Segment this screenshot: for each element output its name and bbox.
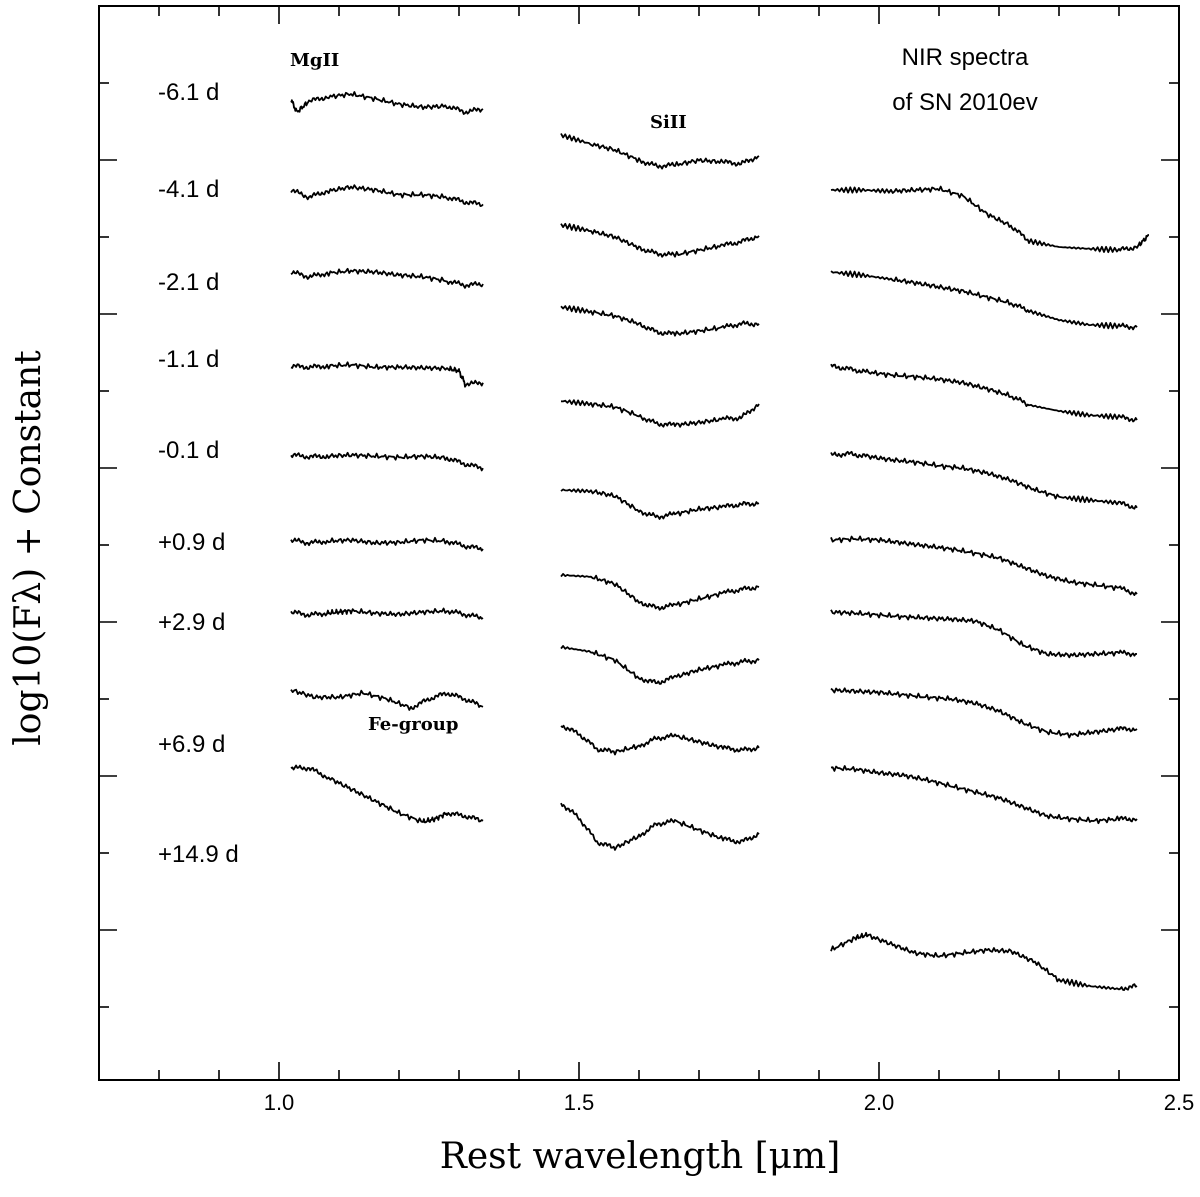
spectrum-segment	[560, 222, 760, 258]
y-axis-title: log10(Fλ) + Constant	[8, 350, 49, 746]
spectrum-segment	[560, 573, 760, 611]
spectrum-+6.9 d	[290, 687, 1138, 756]
spectrum-segment	[560, 305, 760, 337]
spectrum-+14.9 d	[290, 764, 1138, 851]
phase-label: +14.9 d	[158, 841, 239, 868]
spectrum--1.1 d	[290, 361, 1138, 428]
spectrum--0.1 d	[290, 450, 1138, 520]
axis-ticks	[99, 6, 1180, 1080]
phase-label: -6.1 d	[158, 79, 219, 106]
x-tick-labels: 1.0 1.5 2.0 2.5	[264, 1090, 1195, 1115]
spectrum-segment	[290, 688, 484, 711]
spectrum-segment	[830, 687, 1138, 739]
phase-label: -2.1 d	[158, 269, 219, 296]
phase-label: +0.9 d	[158, 529, 225, 556]
x-tick-label: 1.0	[264, 1090, 295, 1115]
spectrum-segment	[290, 764, 484, 824]
spectrum-segment	[560, 724, 760, 756]
spectrum-segment	[830, 765, 1138, 825]
spectrum-segment	[290, 361, 484, 388]
phase-label: +6.9 d	[158, 731, 225, 758]
phase-labels: -6.1 d -4.1 d -2.1 d -1.1 d -0.1 d +0.9 d +2.9…	[158, 79, 239, 868]
x-tick-label: 2.5	[1164, 1090, 1195, 1115]
ion-labels: MgII SiII Fe-group	[290, 50, 687, 735]
spectrum-segment	[290, 184, 484, 207]
spectra-series	[290, 91, 1149, 991]
spectrum-segment	[290, 451, 484, 472]
spectrum-segment	[560, 133, 760, 170]
x-axis-title: Rest wavelength [μm]	[440, 1136, 840, 1177]
spectrum-segment	[830, 931, 1138, 991]
spectrum-segment	[830, 270, 1138, 331]
phase-label: -0.1 d	[158, 437, 219, 464]
phase-label: -4.1 d	[158, 176, 219, 203]
x-tick-label: 2.0	[864, 1090, 895, 1115]
spectrum--6.1 d	[290, 91, 760, 170]
annotation-line-1: NIR spectra	[902, 44, 1029, 71]
spectrum--4.1 d	[290, 184, 1149, 258]
x-tick-label: 1.5	[564, 1090, 595, 1115]
spectrum-+0.9 d	[290, 535, 1138, 611]
spectrum-segment	[560, 645, 760, 685]
spectrum-segment	[290, 607, 484, 620]
annotation-line-2: of SN 2010ev	[892, 89, 1037, 116]
spectrum-segment	[830, 450, 1138, 510]
ion-label: MgII	[290, 50, 339, 71]
spectrum-segment	[830, 185, 1149, 254]
spectrum-segment	[830, 609, 1138, 659]
spectrum-segment	[290, 91, 484, 115]
spectrum-segment	[560, 399, 760, 428]
spectrum-segment	[560, 488, 760, 520]
ion-label: SiII	[650, 112, 687, 133]
phase-label: +2.9 d	[158, 609, 225, 636]
spectrum-extra	[830, 931, 1138, 991]
spectrum-segment	[560, 802, 760, 851]
ion-label: Fe-group	[368, 714, 458, 735]
phase-label: -1.1 d	[158, 346, 219, 373]
spectrum-+2.9 d	[290, 607, 1138, 685]
spectrum-segment	[830, 535, 1138, 596]
spectrum-segment	[290, 267, 484, 289]
spectrum--2.1 d	[290, 267, 1138, 337]
spectrum-segment	[290, 536, 484, 552]
spectrum-segment	[830, 363, 1138, 423]
plot-frame	[98, 5, 1180, 1081]
